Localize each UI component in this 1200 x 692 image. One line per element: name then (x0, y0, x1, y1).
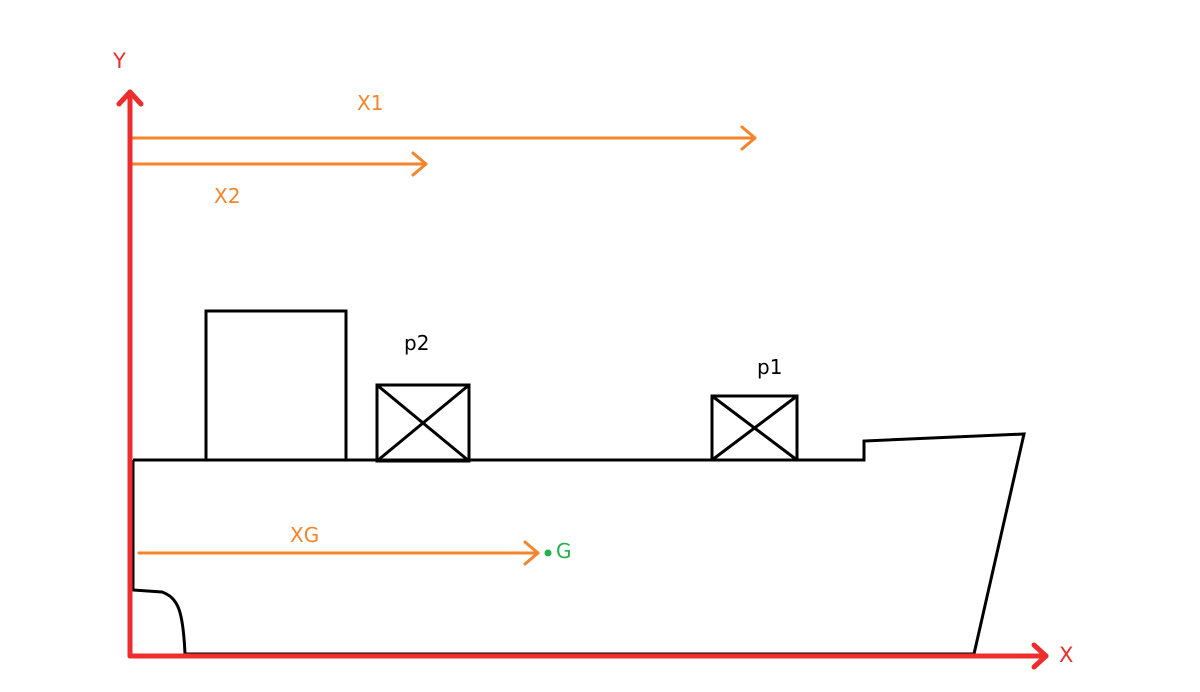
cargo-label-p1: p1 (757, 355, 782, 379)
x-axis (127, 642, 1049, 670)
y-axis (116, 89, 144, 659)
deckhouse (204, 309, 348, 462)
y-axis-label: Y (112, 49, 126, 73)
x-axis-label: X (1059, 643, 1073, 667)
xg-label: XG (290, 523, 319, 547)
g-label: G (556, 539, 572, 563)
cargo-box-p2 (375, 383, 471, 463)
cargo-label-p2: p2 (404, 331, 429, 355)
g-point (544, 549, 552, 557)
ship-hull (131, 432, 1026, 656)
cargo-box-p1 (710, 394, 799, 462)
x2-arrow (131, 151, 428, 177)
x2-label: X2 (214, 184, 240, 208)
x1-arrow (131, 125, 757, 151)
xg-arrow (137, 540, 540, 566)
x1-label: X1 (357, 91, 383, 115)
